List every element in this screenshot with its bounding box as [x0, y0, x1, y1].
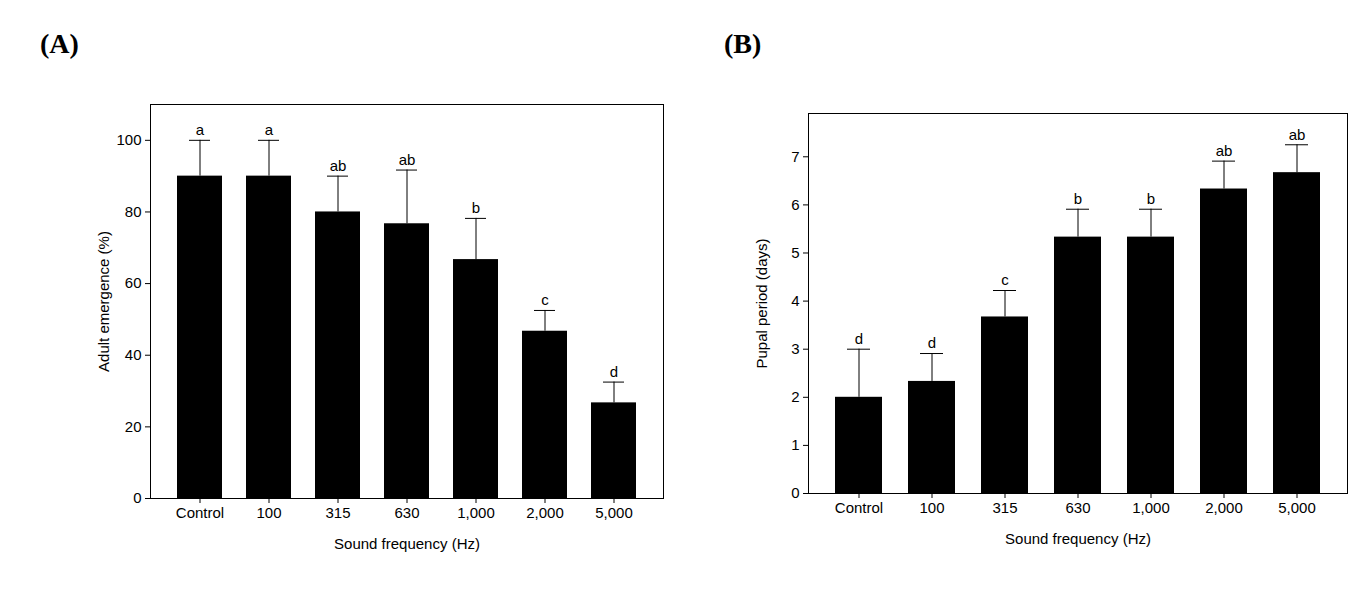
html-text:(B): (B): [724, 28, 762, 59]
svg-text:630: 630: [1065, 499, 1090, 516]
svg-text:2: 2: [791, 388, 799, 405]
svg-text:100: 100: [116, 131, 141, 148]
svg-text:5,000: 5,000: [1278, 499, 1316, 516]
svg-text:60: 60: [125, 274, 142, 291]
svg-text:20: 20: [125, 418, 142, 435]
svg-text:Sound frequency (Hz): Sound frequency (Hz): [334, 535, 480, 552]
svg-text:Adult emergence (%): Adult emergence (%): [95, 231, 112, 372]
svg-text:80: 80: [125, 203, 142, 220]
svg-text:ab: ab: [1216, 142, 1233, 159]
svg-text:Sound frequency (Hz): Sound frequency (Hz): [1005, 530, 1151, 547]
svg-text:Control: Control: [176, 504, 224, 521]
svg-text:d: d: [855, 330, 863, 347]
svg-text:0: 0: [791, 484, 799, 501]
svg-text:2,000: 2,000: [526, 504, 564, 521]
svg-text:1: 1: [791, 436, 799, 453]
svg-text:d: d: [610, 363, 618, 380]
svg-text:1,000: 1,000: [1132, 499, 1170, 516]
svg-text:a: a: [196, 121, 205, 138]
svg-text:ab: ab: [330, 157, 347, 174]
svg-text:ab: ab: [1289, 126, 1306, 143]
html-text:(A): (A): [40, 28, 79, 59]
svg-text:100: 100: [919, 499, 944, 516]
svg-text:b: b: [1074, 190, 1082, 207]
svg-text:a: a: [265, 121, 274, 138]
svg-text:315: 315: [325, 504, 350, 521]
svg-text:3: 3: [791, 340, 799, 357]
svg-text:7: 7: [791, 148, 799, 165]
svg-text:6: 6: [791, 196, 799, 213]
svg-text:5,000: 5,000: [595, 504, 633, 521]
svg-text:c: c: [1001, 271, 1009, 288]
svg-text:Pupal period (days): Pupal period (days): [753, 238, 770, 368]
svg-text:d: d: [928, 334, 936, 351]
svg-text:c: c: [541, 291, 549, 308]
svg-text:630: 630: [394, 504, 419, 521]
svg-text:ab: ab: [399, 151, 416, 168]
svg-text:100: 100: [256, 504, 281, 521]
svg-text:1,000: 1,000: [457, 504, 495, 521]
svg-text:Control: Control: [835, 499, 883, 516]
svg-text:5: 5: [791, 244, 799, 261]
svg-text:2,000: 2,000: [1205, 499, 1243, 516]
svg-text:b: b: [1147, 190, 1155, 207]
svg-text:40: 40: [125, 346, 142, 363]
svg-text:315: 315: [992, 499, 1017, 516]
svg-text:b: b: [472, 199, 480, 216]
svg-text:0: 0: [133, 489, 141, 506]
svg-text:4: 4: [791, 292, 799, 309]
